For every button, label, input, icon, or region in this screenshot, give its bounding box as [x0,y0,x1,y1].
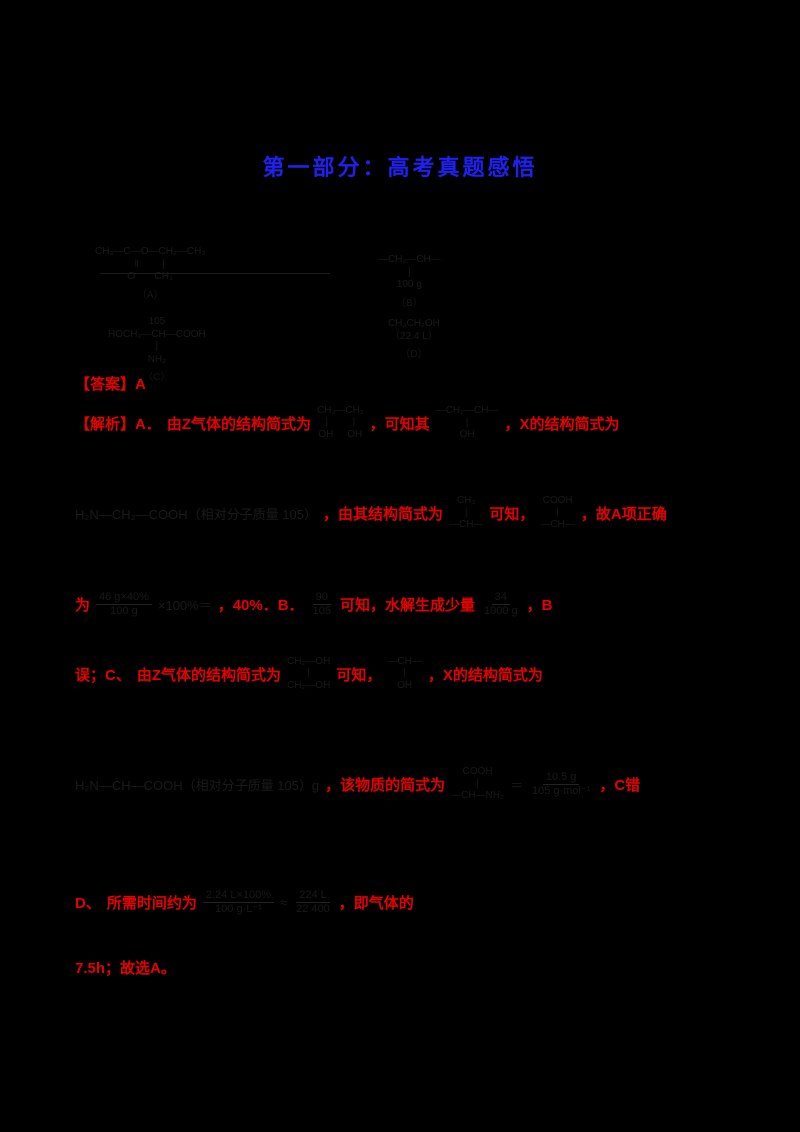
formula-line: （22.4 L） [390,330,438,342]
fraction-denominator: 105 g·mol⁻¹ [531,784,591,797]
answer-text-red: ，即气体的 [338,894,414,912]
answer-text-red: 所需时间约为 [106,894,197,912]
answer-text-red: ，由其结构简式为 [322,505,443,523]
inline-structural-formula: CH₂—OH ∣ CH₂—OH [287,656,331,691]
inline-structural-formula: COOH ∣ —CH—NH₂ [451,766,504,801]
fraction-numerator: 34 [491,591,510,605]
formula-line: 100 g [396,279,422,290]
ghost-text: H₂N—CH₂—COOH（相对分子质量 105） [75,506,317,522]
inline-fraction-formula: 90 105 [310,591,334,617]
answer-text-red: 由Z气体的结构简式为 [166,415,312,433]
inline-fraction-formula: 34 1000 g [481,591,521,617]
formula-line: HOCH₂—CH—COOH [108,328,206,340]
answer-text-red: 为 [75,596,91,614]
inline-fraction-formula: 46 g×40% 100 g [96,591,152,617]
answer-text-red: 可知， [489,505,535,523]
ghost-text: H₂N—CH—COOH（相对分子质量 105）g [75,777,320,793]
formula-line: O CH₃ [127,271,174,282]
inline-fraction-formula: 10.5 g 105 g·mol⁻¹ [529,771,593,797]
answer-text-red: ，40%．B． [217,596,304,614]
ghost-text: ＝ [509,777,523,793]
formula-line: CH₃CH₂OH [388,318,440,329]
answer-text-red: 由Z气体的结构简式为 [136,666,282,684]
inline-structural-formula: —CH— ∣ OH [387,656,422,691]
answer-line: D、 所需时间约为 2.24 L×100% 100 g·L⁻¹ ≈224 L 22 400… [75,860,740,944]
formula-line: 105 [148,316,166,327]
answer-line: 【解析】A． 由Z气体的结构简式为 CH₂—CH₂ ∣ ∣ OH OH ，可知其 —CH… [75,400,740,446]
answer-text-red: 误；C、 [75,666,131,684]
option-caption: （D） [400,349,428,360]
answer-text-red: ，可知其 [369,415,430,433]
answer-text-red: 【解析】A． [75,415,161,433]
option-formula-c: 105 HOCH₂—CH—COOH ∣ NH₂ （C） [108,316,206,385]
page-title: 第一部分：高考真题感悟 [262,155,538,180]
option-formula-b: —CH₂—CH— ∣ 100 g （B） [378,254,441,310]
answer-text-red: ，C错 [599,776,641,794]
fraction-denominator: 105 [312,604,331,617]
answer-text-red: ，X的结构简式为 [427,666,543,684]
formula-line: CH₃—C—O—CH₂—CH₃ [95,246,206,257]
formula-line: ‖ ∣ [134,258,166,270]
answer-text-red: ，故A项正确 [580,505,667,523]
formula-line: ∣ [406,266,412,278]
fraction-numerator: 10.5 g [542,771,580,785]
fraction-denominator: 1000 g [483,604,518,617]
fraction-denominator: 100 g [110,604,138,617]
formula-line: ∣ [154,341,160,352]
answer-text-red: 7.5h；故选A。 [75,959,176,977]
ghost-text: ×100%＝ [157,597,212,613]
inline-structural-formula: CH₂—CH₂ ∣ ∣ OH OH [317,405,364,440]
option-formula-a: CH₃—C—O—CH₂—CH₃ ‖ ∣ O CH₃ （A） [95,246,205,302]
fraction-numerator: 2.24 L×100% [202,889,274,903]
answer-line: 为 46 g×40% 100 g ×100%＝ ，40%．B． 90 105 可知，水解生成少… [75,576,740,632]
fraction-numerator: 224 L [296,889,330,903]
ghost-text: ≈ [280,894,288,910]
answer-text-red: 可知，水解生成少量 [339,596,475,614]
answer-line: 7.5h；故选A。 [75,955,740,979]
fraction-numerator: 46 g×40% [96,591,152,605]
answer-text-red: D、 [75,894,101,912]
answer-line: H₂N—CH—COOH（相对分子质量 105）g ，该物质的简式为 COOH ∣ —… [75,750,740,818]
option-caption: （C） [143,372,171,383]
answer-line: 【答案】A [75,372,740,394]
inline-structural-formula: COOH ∣ —CH— [540,495,575,530]
inline-structural-formula: CH₃ ∣ —CH— [448,495,484,530]
inline-fraction-formula: 224 L 22 400 [293,889,333,915]
answer-text-red: 可知， [336,666,382,684]
inline-fraction-formula: 2.24 L×100% 100 g·L⁻¹ [202,889,274,915]
answer-line: 误；C、 由Z气体的结构简式为 CH₂—OH ∣ CH₂—OH 可知， —CH— ∣ O… [75,650,740,698]
option-caption: （A） [136,289,164,301]
fraction-numerator: 90 [312,591,331,605]
answer-text-red: 【答案】A [75,375,146,393]
option-formula-d: CH₃CH₂OH （22.4 L） （D） [388,318,440,362]
answer-text-red: ，该物质的简式为 [325,776,446,794]
formula-bond-line [100,273,330,274]
formula-line: NH₂ [147,353,167,365]
answer-line: H₂N—CH₂—COOH（相对分子质量 105） ，由其结构简式为 CH₃ ∣ —C… [75,486,740,540]
fraction-denominator: 100 g·L⁻¹ [215,902,262,915]
fraction-denominator: 22 400 [296,902,330,915]
answer-text-red: ，X的结构简式为 [504,415,620,433]
option-caption: （B） [396,297,423,309]
answer-text-red: ，B [526,596,553,614]
inline-structural-formula: —CH₂—CH— ∣ OH [435,405,499,440]
formula-line: —CH₂—CH— [378,254,441,265]
